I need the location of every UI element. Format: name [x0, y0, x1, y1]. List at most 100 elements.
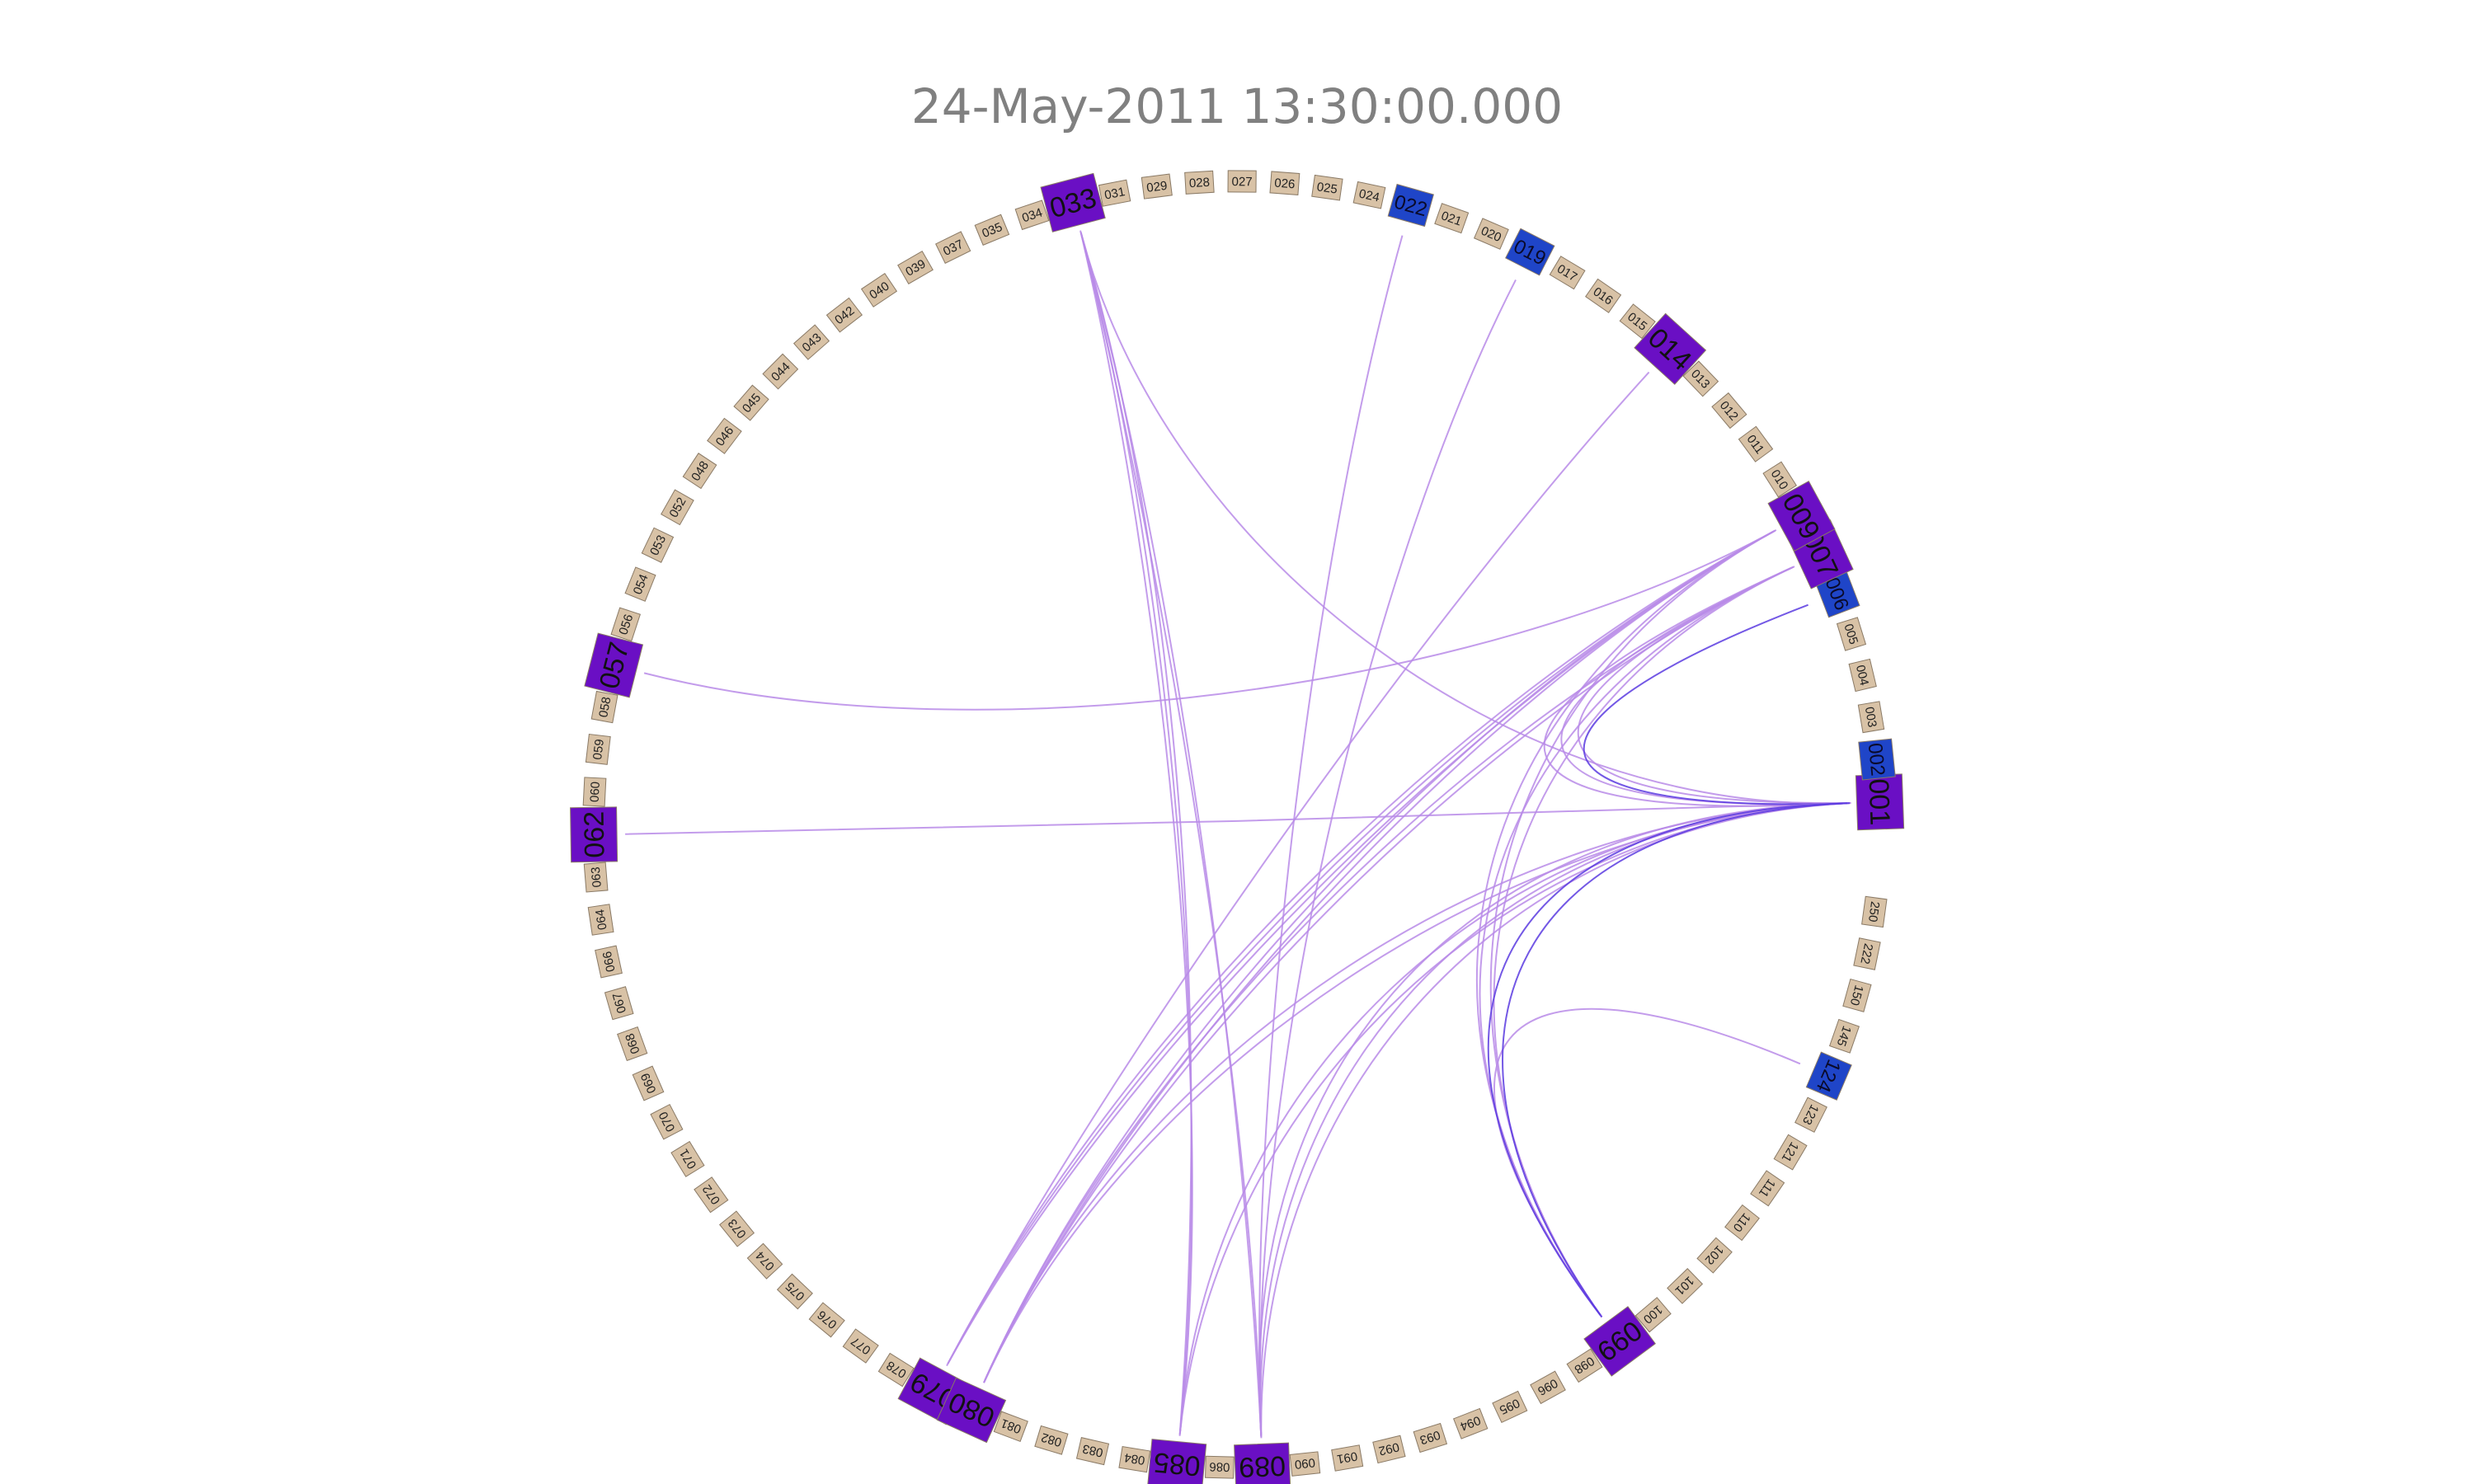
node-124: 124	[1805, 1051, 1852, 1101]
node-box	[1118, 1445, 1151, 1473]
node-box	[1794, 1097, 1827, 1133]
node-label: 085	[1152, 1446, 1202, 1482]
node-label: 092	[1377, 1439, 1400, 1458]
node-011: 011	[1738, 425, 1774, 463]
node-085: 085	[1147, 1439, 1207, 1484]
node-082: 082	[1034, 1425, 1069, 1455]
node-box	[584, 632, 644, 698]
node-box	[1269, 171, 1300, 195]
node-box	[897, 251, 934, 284]
node-box	[595, 945, 623, 979]
node-092: 092	[1372, 1435, 1406, 1464]
edge-022-089	[1258, 235, 1404, 1436]
node-001: 001	[1855, 773, 1905, 831]
node-box	[1289, 1451, 1321, 1477]
node-086: 086	[1205, 1455, 1235, 1479]
node-box	[1098, 179, 1131, 207]
node-096: 096	[1530, 1370, 1566, 1405]
node-box	[1530, 1370, 1566, 1405]
node-100: 100	[1634, 1297, 1672, 1333]
edge-009-079	[946, 531, 1773, 1367]
node-box	[1711, 392, 1747, 430]
edge-057-009	[643, 530, 1775, 711]
node-box	[1234, 1442, 1291, 1484]
node-089: 089	[1234, 1442, 1291, 1484]
node-box	[842, 1328, 879, 1364]
node-box	[1505, 228, 1555, 276]
node-003: 003	[1857, 701, 1885, 734]
node-box	[1696, 1237, 1733, 1274]
node-box	[1566, 1348, 1603, 1383]
node-label: 062	[579, 811, 611, 858]
edge-007-001	[1577, 567, 1851, 805]
node-box	[1387, 183, 1434, 228]
node-label: 063	[589, 866, 604, 888]
node-label: 001	[1863, 778, 1896, 826]
node-080: 080	[936, 1377, 1007, 1444]
node-043: 043	[793, 324, 830, 360]
node-box	[1682, 360, 1719, 397]
edge-layer	[625, 230, 1851, 1439]
node-label: 090	[1294, 1455, 1316, 1472]
node-box	[694, 1176, 729, 1214]
node-002: 002	[1858, 738, 1896, 781]
node-box	[1857, 701, 1885, 734]
node-box	[860, 272, 898, 308]
node-009: 009	[1767, 481, 1836, 552]
node-067: 067	[604, 986, 634, 1021]
edge-062-001	[625, 802, 1849, 835]
node-label: 082	[1040, 1430, 1064, 1449]
node-box	[585, 733, 611, 765]
node-box	[632, 1065, 665, 1101]
node-box	[1853, 937, 1881, 970]
node-label: 026	[1274, 176, 1296, 192]
node-028: 028	[1184, 170, 1215, 195]
edge-009-079	[947, 530, 1775, 1364]
node-box	[1724, 1204, 1760, 1242]
node-004: 004	[1848, 658, 1877, 693]
node-box	[590, 690, 618, 724]
node-box	[993, 1411, 1028, 1442]
node-box	[1452, 1407, 1489, 1439]
node-074: 074	[746, 1242, 783, 1280]
node-box	[1861, 895, 1888, 928]
node-033: 033	[1040, 172, 1106, 232]
edge-033-001	[1079, 232, 1849, 805]
edge-009-099	[1476, 529, 1776, 1316]
node-042: 042	[825, 297, 863, 333]
node-010: 010	[1762, 461, 1797, 498]
node-145: 145	[1828, 1018, 1860, 1054]
node-077: 077	[842, 1328, 879, 1364]
node-label: 250	[1865, 900, 1882, 923]
node-box	[587, 904, 614, 936]
node-111: 111	[1750, 1170, 1785, 1207]
node-label: 064	[593, 909, 610, 931]
node-label: 024	[1357, 187, 1380, 205]
node-box	[733, 384, 769, 421]
node-box	[1184, 170, 1215, 195]
node-label: 222	[1857, 942, 1875, 965]
node-box	[1227, 170, 1257, 193]
node-068: 068	[617, 1026, 648, 1062]
node-label: 059	[590, 739, 607, 761]
edge-009-080	[983, 531, 1774, 1383]
node-box	[974, 214, 1010, 246]
node-box	[1773, 1134, 1808, 1171]
edge-124-099	[1493, 1007, 1801, 1317]
edge-007-099	[1493, 566, 1792, 1318]
node-box	[808, 1302, 845, 1338]
node-box	[1372, 1435, 1406, 1464]
node-box	[1836, 617, 1867, 651]
node-box	[1147, 1439, 1207, 1484]
edge-033-089	[1079, 231, 1263, 1435]
node-label: 056	[616, 613, 636, 636]
node-box	[1634, 312, 1707, 385]
node-label: 058	[596, 696, 614, 719]
node-box	[641, 527, 675, 563]
node-020: 020	[1473, 218, 1509, 250]
node-091: 091	[1331, 1444, 1364, 1472]
node-box	[776, 1273, 813, 1310]
node-081: 081	[993, 1411, 1028, 1442]
edge-007-080	[983, 566, 1792, 1383]
